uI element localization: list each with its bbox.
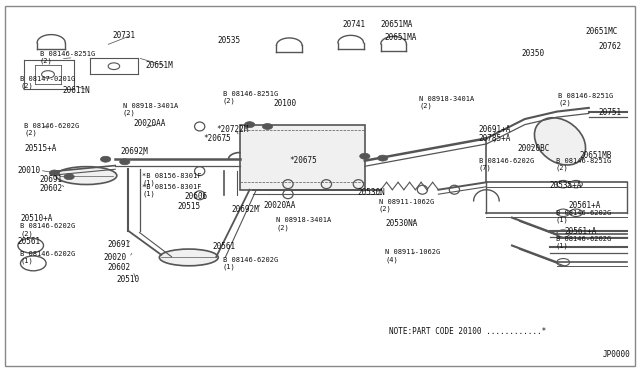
Text: B 08147-0201G
(2): B 08147-0201G (2): [20, 76, 76, 89]
Ellipse shape: [56, 167, 117, 185]
Text: 20100: 20100: [274, 99, 297, 108]
Text: 20010: 20010: [18, 166, 41, 175]
Text: B 08146-6202G
(7): B 08146-6202G (7): [479, 158, 534, 171]
Text: 20606: 20606: [184, 192, 207, 201]
Circle shape: [108, 63, 120, 70]
Text: *B 08156-8301F
(1): *B 08156-8301F (1): [142, 173, 202, 186]
Text: 20651MB: 20651MB: [579, 151, 612, 160]
Text: B 08146-8251G
(2): B 08146-8251G (2): [223, 91, 278, 104]
Text: 20751: 20751: [598, 108, 621, 117]
Bar: [240, 125, 365, 190]
Text: N 08911-1062G
(2): N 08911-1062G (2): [379, 199, 434, 212]
Text: 20561: 20561: [18, 237, 41, 246]
Text: N 08918-3401A
(2): N 08918-3401A (2): [123, 103, 178, 116]
Text: 20762: 20762: [598, 42, 621, 51]
Text: *B 08156-8301F
(1): *B 08156-8301F (1): [142, 184, 202, 197]
Text: B 08146-6202G
(1): B 08146-6202G (1): [20, 251, 76, 264]
Text: 20535: 20535: [218, 36, 241, 45]
Text: 20020AA: 20020AA: [264, 201, 296, 210]
Text: B 08146-8251G
(2): B 08146-8251G (2): [556, 158, 611, 171]
Text: B 08146-6202G
(2): B 08146-6202G (2): [24, 123, 79, 136]
Circle shape: [42, 71, 54, 78]
Text: 20510: 20510: [116, 275, 140, 284]
Circle shape: [378, 155, 388, 161]
Text: B 08146-6202G
(1): B 08146-6202G (1): [556, 210, 611, 223]
Text: 20691+A: 20691+A: [479, 125, 511, 134]
Text: B 08146-6202G
(2): B 08146-6202G (2): [20, 223, 76, 237]
Text: 20510+A: 20510+A: [20, 214, 53, 223]
Text: NOTE:PART CODE 20100 ............*: NOTE:PART CODE 20100 ............*: [389, 327, 547, 336]
Text: 20020BC: 20020BC: [517, 144, 550, 153]
Text: N 08918-3401A
(2): N 08918-3401A (2): [276, 217, 332, 231]
Text: 20651M: 20651M: [146, 61, 173, 70]
Text: B 08146-8251G
(2): B 08146-8251G (2): [558, 93, 613, 106]
Circle shape: [64, 174, 74, 180]
Text: 20785+A: 20785+A: [479, 134, 511, 143]
Ellipse shape: [534, 118, 586, 165]
Text: 20602: 20602: [108, 263, 131, 272]
Text: N 08918-3401A
(2): N 08918-3401A (2): [419, 96, 474, 109]
Circle shape: [120, 159, 130, 165]
Text: 20651MC: 20651MC: [586, 27, 618, 36]
Text: 20561: 20561: [212, 242, 236, 251]
Ellipse shape: [159, 249, 218, 266]
Text: 20692M: 20692M: [232, 205, 259, 214]
Text: *20675: *20675: [204, 134, 231, 143]
Text: 20731: 20731: [112, 31, 135, 40]
Text: 20561+A: 20561+A: [568, 201, 601, 210]
Text: 20741: 20741: [342, 20, 365, 29]
Text: 20691: 20691: [40, 175, 63, 184]
Text: 20691: 20691: [108, 240, 131, 249]
Text: B 08146-8251G
(2): B 08146-8251G (2): [40, 51, 95, 64]
Text: 20020AA: 20020AA: [133, 119, 166, 128]
Text: *20675: *20675: [289, 156, 317, 165]
Text: B 08146-6202G
(1): B 08146-6202G (1): [556, 236, 611, 249]
Text: *20722M: *20722M: [216, 125, 249, 134]
Text: 20515+A: 20515+A: [24, 144, 57, 153]
Text: 20651MA: 20651MA: [384, 33, 417, 42]
Text: 20611N: 20611N: [63, 86, 90, 94]
Text: 20020: 20020: [104, 253, 127, 262]
Circle shape: [49, 170, 60, 176]
Text: B 08146-6202G
(1): B 08146-6202G (1): [223, 257, 278, 270]
Circle shape: [262, 124, 273, 129]
Text: 20692M: 20692M: [120, 147, 148, 156]
Circle shape: [360, 153, 370, 159]
Text: JP0000: JP0000: [603, 350, 630, 359]
Text: 20602: 20602: [40, 185, 63, 193]
Text: 20530NA: 20530NA: [385, 219, 418, 228]
Text: 20350: 20350: [522, 49, 545, 58]
Text: 20515: 20515: [178, 202, 201, 211]
Text: 20651MA: 20651MA: [381, 20, 413, 29]
Text: N 08911-1062G
(4): N 08911-1062G (4): [385, 249, 440, 263]
Text: 20530N: 20530N: [357, 188, 385, 197]
Circle shape: [244, 122, 255, 128]
Circle shape: [100, 156, 111, 162]
Text: 20561+A: 20561+A: [564, 227, 597, 236]
Text: 20535+A: 20535+A: [549, 181, 582, 190]
